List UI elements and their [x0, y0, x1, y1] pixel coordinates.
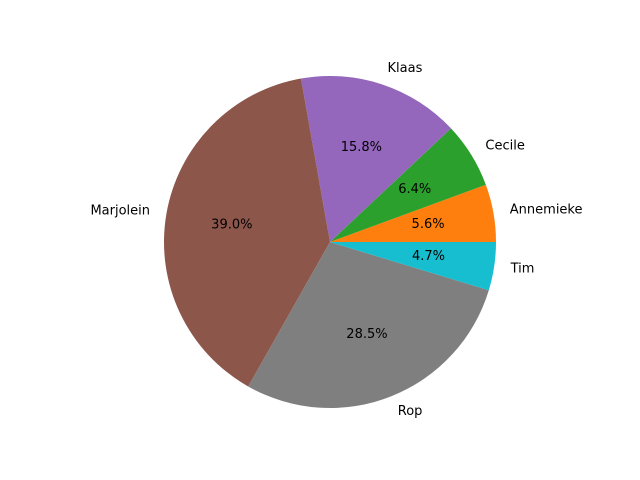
pie-category-labels: Annemieke Cecile Klaas Marjolein Rop Tim — [90, 61, 582, 419]
pie-label-annemieke: Annemieke — [510, 203, 583, 218]
pie-slice-tim — [330, 242, 496, 291]
pie-percent-label-annemieke: 5.6% — [412, 217, 445, 232]
pie-label-tim: Tim — [510, 261, 535, 276]
pie-percent-label-rop: 28.5% — [346, 327, 387, 342]
pie-slice-marjolein — [164, 78, 330, 387]
pie-slice-rop — [248, 242, 489, 408]
pie-label-cecile: Cecile — [485, 139, 524, 154]
pie-percent-label-cecile: 6.4% — [398, 182, 431, 197]
pie-percent-label-klaas: 15.8% — [341, 140, 382, 155]
pie-slice-klaas — [300, 76, 452, 242]
pie-percent-label-marjolein: 39.0% — [211, 218, 252, 233]
pie-percent-labels: 5.6% 6.4% 15.8% 39.0% 28.5% 4.7% — [211, 140, 445, 342]
pie-slices — [164, 76, 497, 408]
pie-slice-annemieke — [330, 184, 497, 242]
pie-percent-label-tim: 4.7% — [412, 249, 445, 264]
pie-label-klaas: Klaas — [388, 61, 423, 76]
pie-label-rop: Rop — [398, 404, 423, 419]
pie-label-marjolein: Marjolein — [90, 204, 150, 219]
pie-slice-cecile — [330, 128, 486, 242]
